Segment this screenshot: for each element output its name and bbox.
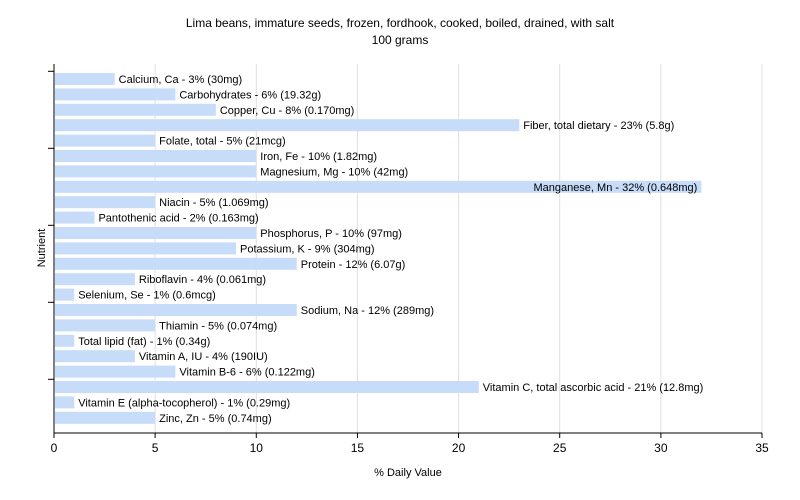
bar-label: Calcium, Ca - 3% (30mg)	[119, 74, 242, 86]
bar-label: Zinc, Zn - 5% (0.74mg)	[159, 413, 271, 425]
bar-label: Vitamin A, IU - 4% (190IU)	[139, 351, 268, 363]
bar	[55, 196, 156, 209]
bar	[55, 334, 75, 347]
y-ticks	[48, 70, 54, 380]
bar-label: Copper, Cu - 8% (0.170mg)	[220, 105, 355, 117]
bar	[55, 273, 135, 286]
bar-label: Fiber, total dietary - 23% (5.8g)	[523, 120, 674, 132]
x-tick-label: 0	[51, 441, 58, 455]
bar	[55, 88, 176, 101]
bar-label: Magnesium, Mg - 10% (42mg)	[260, 166, 408, 178]
bar	[55, 304, 297, 316]
bar-label: Protein - 12% (6.07g)	[301, 259, 406, 271]
bar-label: Niacin - 5% (1.069mg)	[159, 197, 268, 209]
x-tick-label: 30	[654, 441, 668, 455]
bar	[55, 211, 95, 224]
bar	[55, 150, 257, 162]
bar-label: Pantothenic acid - 2% (0.163mg)	[98, 213, 258, 225]
bar	[55, 288, 75, 301]
axes	[53, 64, 762, 434]
bar-label: Vitamin C, total ascorbic acid - 21% (12…	[483, 382, 704, 394]
x-tick-label: 15	[351, 441, 365, 455]
bars: Calcium, Ca - 3% (30mg) Carbohydrates - 6…	[55, 73, 703, 425]
bar-label: Riboflavin - 4% (0.061mg)	[139, 274, 266, 286]
x-tick-label: 5	[152, 441, 159, 455]
x-tick-label: 25	[553, 441, 567, 455]
bar	[55, 180, 702, 193]
bar	[55, 257, 297, 270]
bar-label: Vitamin E (alpha-tocopherol) - 1% (0.29m…	[78, 397, 290, 409]
y-axis-title: Nutrient	[36, 229, 48, 268]
chart-title: Lima beans, immature seeds, frozen, ford…	[185, 16, 615, 30]
x-tick-label: 10	[250, 441, 264, 455]
bar-label: Selenium, Se - 1% (0.6mcg)	[78, 290, 216, 302]
bar-label: Folate, total - 5% (21mcg)	[159, 136, 286, 148]
bar	[55, 165, 257, 178]
bar	[55, 365, 176, 378]
bar	[55, 242, 237, 255]
bar-label: Potassium, K - 9% (304mg)	[240, 243, 374, 255]
bar-label: Vitamin B-6 - 6% (0.122mg)	[179, 367, 315, 379]
bar-label: Carbohydrates - 6% (19.32g)	[179, 89, 321, 101]
bar	[55, 119, 520, 132]
bar-label: Phosphorus, P - 10% (97mg)	[260, 228, 402, 240]
bar	[55, 227, 257, 239]
bar	[55, 103, 216, 116]
x-axis-title: % Daily Value	[374, 467, 442, 479]
bar-label: Sodium, Na - 12% (289mg)	[301, 305, 434, 317]
bar	[55, 319, 156, 332]
x-tick-label: 20	[452, 441, 466, 455]
bar-label: Manganese, Mn - 32% (0.648mg)	[533, 182, 697, 194]
bar	[55, 396, 75, 409]
bar-label: Thiamin - 5% (0.074mg)	[159, 320, 277, 332]
bar	[55, 350, 135, 363]
bar	[55, 411, 156, 424]
bar	[55, 381, 479, 393]
bar-label: Total lipid (fat) - 1% (0.34g)	[78, 336, 210, 348]
chart-subtitle: 100 grams	[371, 33, 429, 47]
bar	[55, 73, 115, 85]
x-tick-label: 35	[755, 441, 769, 455]
bar	[55, 134, 156, 147]
bar-label: Iron, Fe - 10% (1.82mg)	[260, 151, 377, 163]
x-ticks: 0 5 10 15 20 25 30 35	[51, 433, 769, 455]
